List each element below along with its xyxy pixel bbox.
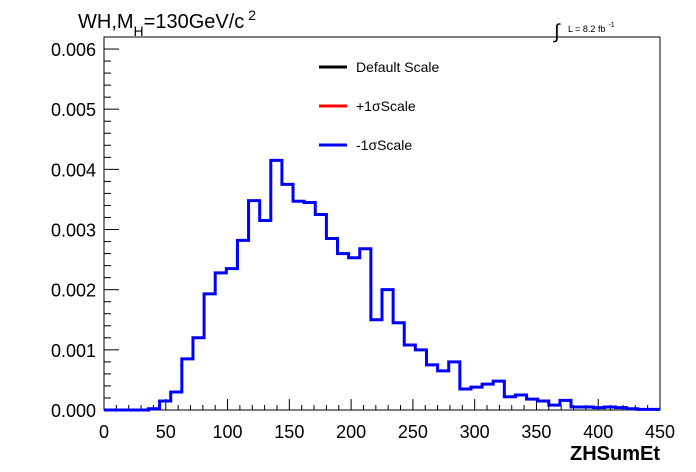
x-tick-label: 200: [336, 422, 366, 442]
lumi-integral: ∫: [553, 21, 561, 43]
y-tick-label: 0.004: [51, 160, 96, 180]
x-tick-label: 400: [583, 422, 613, 442]
x-axis-label: ZHSumEt: [570, 443, 660, 465]
y-tick-label: 0.000: [51, 401, 96, 421]
histogram-line: [104, 158, 660, 412]
series-layer: [104, 158, 660, 412]
axes: 0 50 100 150 200 250 300 350 400 450 0.000 0.001 0.0…: [51, 36, 675, 442]
x-tick-label: 50: [156, 422, 176, 442]
x-tick-label: 0: [99, 422, 109, 442]
y-tick-label: 0.003: [51, 221, 96, 241]
x-tick-label: 300: [460, 422, 490, 442]
legend-label: Default Scale: [356, 59, 439, 75]
x-tick-label: 450: [645, 422, 675, 442]
x-tick-label: 250: [398, 422, 428, 442]
y-tick-label: 0.001: [51, 341, 96, 361]
x-tick-label: 150: [274, 422, 304, 442]
y-tick-label: 0.006: [51, 40, 96, 60]
legend-label: -1σScale: [356, 137, 412, 153]
plot-frame: [103, 36, 661, 411]
legend-label: +1σScale: [356, 98, 416, 114]
legend: Default Scale +1σScale -1σScale: [319, 59, 439, 153]
chart-title: WH,MH=130GeV/c 2: [78, 7, 256, 39]
y-tick-label: 0.005: [51, 100, 96, 120]
x-tick-label: 100: [213, 422, 243, 442]
y-tick-label: 0.002: [51, 281, 96, 301]
lumi-label: L = 8.2 fb -1: [568, 22, 615, 34]
x-tick-label: 350: [521, 422, 551, 442]
